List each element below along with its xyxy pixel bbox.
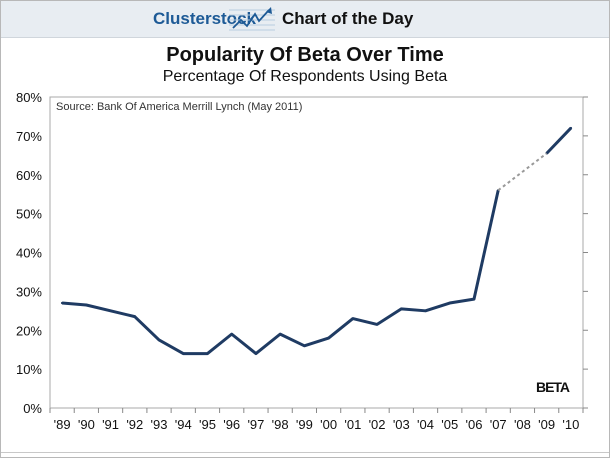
data-point: [327, 336, 330, 340]
y-tick-label: 30%: [16, 284, 42, 299]
x-tick-label: '92: [126, 417, 143, 432]
x-tick-label: '02: [369, 417, 386, 432]
data-point: [400, 307, 403, 311]
x-tick-label: '98: [272, 417, 289, 432]
x-tick-label: '96: [223, 417, 240, 432]
plot-area: [49, 96, 584, 409]
header-banner: Clusterstock Chart of the Day: [1, 1, 609, 38]
x-tick-label: '90: [78, 417, 95, 432]
data-point: [60, 301, 64, 305]
data-point: [85, 303, 88, 307]
source-note: Source: Bank Of America Merrill Lynch (M…: [56, 101, 302, 113]
x-tick-label: '94: [175, 417, 192, 432]
data-point: [424, 309, 427, 313]
x-tick-label: '03: [393, 417, 410, 432]
y-tick-label: 50%: [16, 207, 42, 222]
chart-subtitle: Percentage Of Respondents Using Beta: [162, 68, 448, 85]
x-tick-label: '99: [296, 417, 313, 432]
brand-name: Clusterstock: [153, 9, 256, 28]
data-point: [254, 352, 258, 355]
chart-of-the-day-label: Chart of the Day: [282, 9, 414, 28]
x-tick-label: '08: [514, 417, 531, 432]
y-tick-label: 40%: [16, 246, 42, 261]
x-tick-label: '09: [538, 417, 555, 432]
data-point: [375, 323, 379, 326]
x-tick-label: '07: [490, 417, 507, 432]
y-tick-label: 80%: [16, 90, 42, 105]
data-point: [278, 332, 282, 336]
x-tick-label: '00: [320, 417, 337, 432]
data-point: [303, 344, 306, 347]
x-tick-label: '01: [344, 417, 361, 432]
data-point: [448, 301, 451, 305]
x-tick-label: '05: [441, 417, 458, 432]
x-tick-label: '91: [102, 417, 119, 432]
x-tick-label: '06: [466, 417, 483, 432]
x-tick-label: '93: [151, 417, 168, 432]
y-tick-label: 0%: [23, 401, 42, 416]
interpolated-gap-line: [497, 152, 548, 192]
data-point: [206, 352, 209, 355]
y-tick-label: 70%: [16, 129, 42, 144]
y-tick-label: 60%: [16, 168, 42, 183]
data-point: [157, 338, 161, 342]
x-tick-label: '97: [247, 417, 264, 432]
series-label: BETA: [536, 379, 570, 395]
data-point: [472, 297, 476, 301]
data-point: [569, 126, 573, 130]
data-point: [182, 352, 185, 355]
x-tick-label: '04: [417, 417, 434, 432]
chart-title: Popularity Of Beta Over Time: [166, 44, 444, 66]
y-tick-label: 20%: [16, 323, 42, 338]
x-tick-label: '95: [199, 417, 216, 432]
rising-line-chart-icon: [229, 7, 275, 31]
data-point: [133, 315, 136, 318]
data-point: [109, 309, 112, 313]
data-point: [230, 332, 233, 336]
series-line: [545, 127, 572, 155]
y-tick-label: 10%: [16, 362, 42, 377]
x-tick-label: '10: [562, 417, 579, 432]
bottom-divider: [1, 452, 609, 453]
data-point: [351, 317, 355, 320]
x-tick-label: '89: [54, 417, 71, 432]
